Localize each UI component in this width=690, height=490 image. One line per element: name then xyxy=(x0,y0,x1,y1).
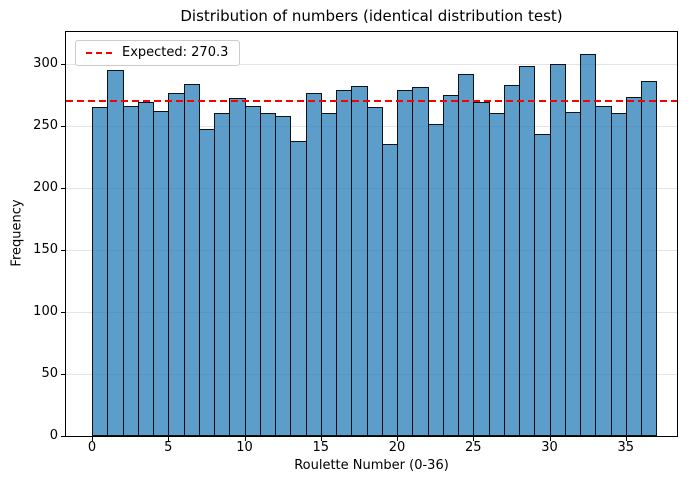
y-tick xyxy=(61,373,65,375)
histogram-bar xyxy=(412,87,429,436)
legend-label: Expected: 270.3 xyxy=(122,45,229,60)
x-tick xyxy=(168,437,170,441)
x-tick-label: 5 xyxy=(164,440,173,455)
histogram-bar xyxy=(92,107,109,436)
histogram-bar xyxy=(290,140,307,436)
x-tick xyxy=(244,437,246,441)
histogram-bar xyxy=(198,129,215,436)
histogram-bar xyxy=(580,53,597,436)
histogram-bar xyxy=(610,113,627,436)
legend: Expected: 270.3 xyxy=(75,40,241,66)
histogram-bar xyxy=(229,98,246,436)
histogram-bar xyxy=(381,144,398,436)
y-tick-label: 0 xyxy=(49,428,58,443)
plot-area: 0 5 10 15 20 25 30 35 0 50 100 150 200 250 300 Expecte… xyxy=(33,31,678,455)
grid-line xyxy=(66,63,677,65)
histogram-bar xyxy=(259,113,276,436)
histogram-bar xyxy=(473,102,490,436)
histogram-bar xyxy=(595,105,612,436)
x-axis-label: Roulette Number (0-36) xyxy=(294,458,449,473)
histogram-bar xyxy=(153,110,170,436)
x-tick-label: 30 xyxy=(541,440,558,455)
x-tick-label: 15 xyxy=(312,440,330,455)
x-tick xyxy=(625,437,627,441)
x-tick xyxy=(473,437,475,441)
histogram-bar xyxy=(641,81,658,436)
histogram-bar xyxy=(351,85,368,436)
x-tick xyxy=(397,437,398,441)
y-tick xyxy=(61,63,65,65)
y-tick xyxy=(61,125,65,127)
x-tick xyxy=(320,437,322,441)
histogram-bar xyxy=(305,93,322,436)
histogram-bar xyxy=(244,105,261,436)
y-tick-label: 100 xyxy=(33,303,58,319)
y-tick xyxy=(61,436,65,437)
histogram-bar xyxy=(168,93,185,436)
y-tick-label: 150 xyxy=(33,241,58,257)
histogram-bar xyxy=(503,84,520,436)
x-tick xyxy=(549,437,551,441)
y-tick-label: 250 xyxy=(33,117,58,133)
dashed-line-icon xyxy=(86,52,113,54)
y-tick-label: 300 xyxy=(33,55,58,71)
chart-title: Distribution of numbers (identical distr… xyxy=(180,7,563,25)
histogram-bar xyxy=(397,89,414,436)
x-tick-label: 25 xyxy=(464,440,482,455)
histogram-bar xyxy=(214,113,231,436)
y-tick xyxy=(61,249,65,251)
histogram-bar xyxy=(336,89,353,436)
histogram-bar xyxy=(549,63,566,436)
y-tick xyxy=(61,311,65,313)
x-tick-label: 0 xyxy=(87,440,97,455)
x-tick-label: 10 xyxy=(236,440,253,455)
histogram-bar xyxy=(137,102,154,436)
histogram-bar xyxy=(442,94,459,436)
histogram-bar xyxy=(564,112,581,436)
histogram-bar xyxy=(488,113,505,436)
expected-line xyxy=(66,99,677,102)
histogram-bar xyxy=(625,97,642,436)
histogram-bar xyxy=(427,124,444,436)
x-tick-label: 35 xyxy=(617,440,635,455)
histogram-bar xyxy=(183,83,200,436)
histogram-bar xyxy=(107,69,124,436)
histogram-bar xyxy=(275,115,292,436)
x-tick xyxy=(92,437,93,441)
x-tick-label: 20 xyxy=(388,440,406,455)
histogram-bar xyxy=(122,105,139,436)
histogram-bar xyxy=(458,73,475,436)
histogram-bar xyxy=(534,134,551,436)
histogram-bar xyxy=(366,107,383,436)
histogram-bar xyxy=(320,113,337,436)
y-tick-label: 200 xyxy=(33,179,58,195)
y-tick xyxy=(61,187,65,189)
y-tick-label: 50 xyxy=(41,365,58,381)
histogram-bar xyxy=(519,66,536,436)
